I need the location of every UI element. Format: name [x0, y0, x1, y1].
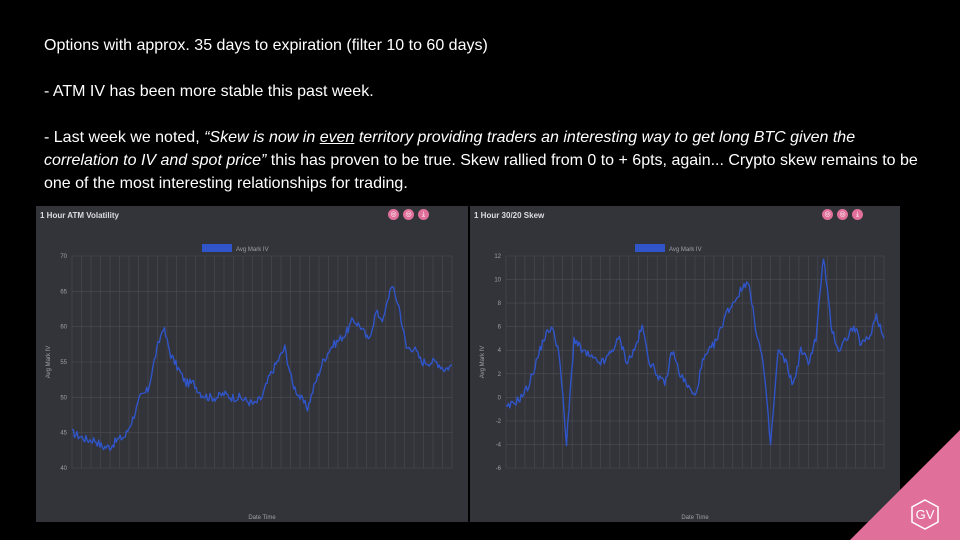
y-tick-label: 8	[498, 301, 502, 307]
y-tick-label: 65	[60, 289, 67, 295]
y-tick-label: 4	[498, 348, 502, 354]
zoom-icon[interactable]: ◎	[388, 209, 399, 220]
series-line	[505, 258, 885, 447]
series-line	[71, 285, 453, 452]
atm-volatility-chart: 40 45 50 55 60 65 70 Avg Mark IV Date Time Avg Ma…	[46, 244, 453, 521]
y-tick-label: 55	[60, 360, 67, 366]
logo-text: GV	[916, 507, 935, 522]
reset-icon[interactable]: ◎	[837, 209, 848, 220]
skew-note-tail: this has proven to be true. Skew rallied…	[44, 152, 918, 192]
panel-toolbar: ◎ ◎ ⤓	[388, 209, 429, 220]
y-tick-label: -4	[496, 442, 502, 448]
y-tick-label: -6	[496, 466, 502, 472]
legend-label: Avg Mark IV	[669, 247, 702, 253]
logo-triangle	[850, 430, 960, 540]
download-icon[interactable]: ⤓	[418, 209, 429, 220]
intro-line: Options with approx. 35 days to expirati…	[44, 37, 488, 54]
legend-label: Avg Mark IV	[236, 247, 269, 253]
skew-note-lead: - Last week we noted,	[44, 129, 205, 146]
y-tick-label: 0	[498, 395, 502, 401]
slide-text: Options with approx. 35 days to expirati…	[44, 34, 934, 195]
panel-toolbar: ◎ ◎ ⤓	[822, 209, 863, 220]
legend-swatch	[635, 244, 665, 252]
y-axis-label: Avg Mark IV	[46, 346, 52, 379]
y-tick-label: 6	[498, 325, 502, 331]
y-tick-label: 12	[494, 254, 501, 260]
y-tick-label: 70	[60, 254, 67, 260]
atm-iv-note: - ATM IV has been more stable this past …	[44, 83, 374, 100]
skew-quote: “Skew is now in even territory providing…	[44, 129, 855, 169]
y-tick-label: 50	[60, 395, 67, 401]
skew-panel: 1 Hour 30/20 Skew ◎ ◎ ⤓ -6 -4 -2 0 2 4 6 8 10 12 A…	[470, 206, 900, 522]
y-tick-label: 10	[494, 278, 501, 284]
skew-note: - Last week we noted, “Skew is now in ev…	[44, 126, 934, 195]
legend-swatch	[202, 244, 232, 252]
skew-quote-even: even	[319, 129, 355, 146]
y-tick-label: -2	[496, 419, 502, 425]
panel-title: 1 Hour ATM Volatility	[40, 211, 119, 220]
x-axis-label: Date Time	[681, 515, 709, 521]
reset-icon[interactable]: ◎	[403, 209, 414, 220]
y-axis-label: Avg Mark IV	[480, 346, 486, 379]
y-tick-label: 60	[60, 325, 67, 331]
skew-quote-end: territory providing traders an interesti…	[44, 129, 856, 169]
zoom-icon[interactable]: ◎	[822, 209, 833, 220]
y-tick-label: 2	[498, 372, 502, 378]
download-icon[interactable]: ⤓	[852, 209, 863, 220]
gv-logo: GV	[850, 430, 960, 540]
y-tick-label: 45	[60, 431, 67, 437]
skew-quote-start: “Skew is now in	[204, 129, 320, 146]
logo-hexagon	[911, 499, 939, 530]
skew-chart: -6 -4 -2 0 2 4 6 8 10 12 Avg Mark IV Date Time Avg M…	[480, 244, 885, 521]
atm-volatility-panel: 1 Hour ATM Volatility ◎ ◎ ⤓ 40 45 50 55 60 65…	[36, 206, 468, 522]
y-tick-label: 40	[60, 466, 67, 472]
x-axis-label: Date Time	[248, 515, 276, 521]
panel-title: 1 Hour 30/20 Skew	[474, 211, 545, 220]
